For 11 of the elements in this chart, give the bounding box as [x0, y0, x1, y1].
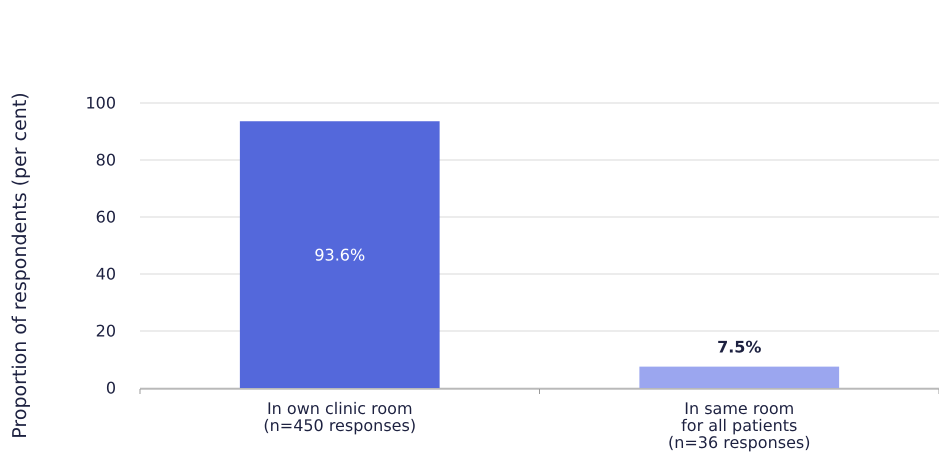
y-axis-title: Proportion of respondents (per cent)	[9, 92, 31, 439]
y-tick-label: 60	[96, 208, 116, 227]
y-tick-label: 40	[96, 264, 116, 284]
y-tick-label: 80	[96, 150, 116, 170]
x-tick-label: In same room for all patients (n=36 responses)	[668, 399, 810, 452]
y-tick-label: 100	[85, 94, 116, 113]
data-label: 93.6%	[314, 246, 366, 265]
data-label: 7.5%	[717, 338, 762, 357]
y-tick-label: 20	[96, 322, 116, 341]
y-tick-label: 0	[106, 378, 116, 398]
x-tick-label: In own clinic room (n=450 responses)	[263, 399, 416, 435]
